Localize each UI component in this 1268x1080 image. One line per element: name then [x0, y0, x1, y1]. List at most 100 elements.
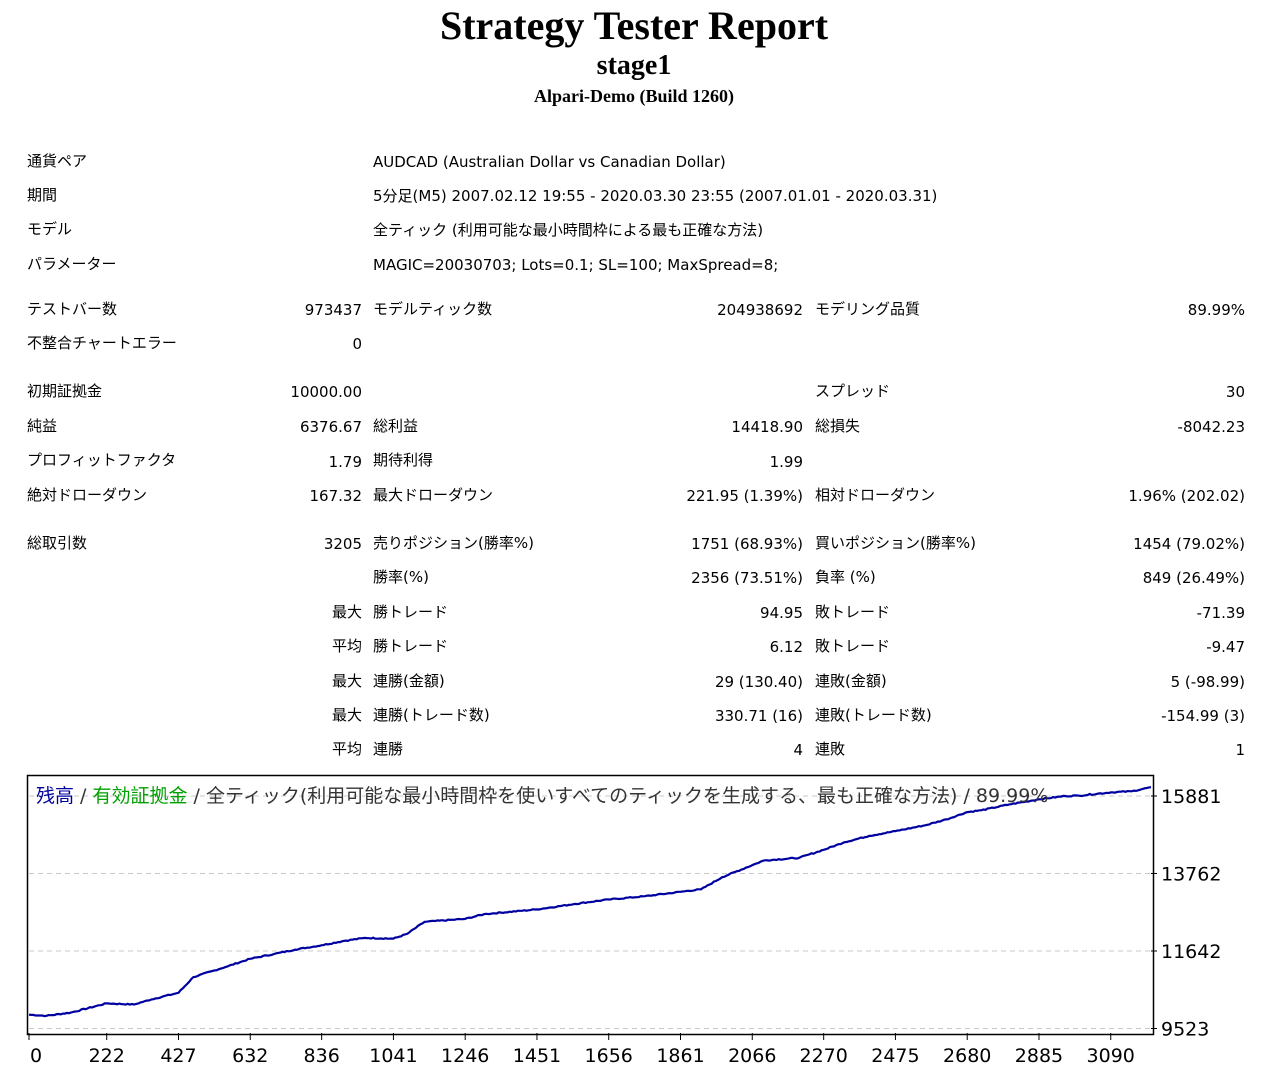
profit-factor-label: プロフィットファクタ: [27, 451, 177, 469]
x-tick-label: 1041: [369, 1045, 417, 1067]
x-tick-label: 2680: [943, 1045, 991, 1067]
cons-win-money-value: 29 (130.40): [714, 673, 803, 691]
avg-win-value: 6.12: [769, 638, 803, 656]
net-value: 6376.67: [299, 418, 362, 436]
total-trades-value: 3205: [323, 535, 362, 553]
y-tick-label: 9523: [1161, 1019, 1209, 1041]
balance-series-line: [28, 786, 1152, 1018]
bars-value: 973437: [304, 301, 362, 319]
errors-label: 不整合チャートエラー: [27, 334, 177, 352]
x-tick-label: 2475: [871, 1045, 919, 1067]
x-tick-label: 2885: [1015, 1045, 1063, 1067]
cons-loss-money-label: 連敗(金額): [815, 672, 887, 690]
symbol-value: AUDCAD (Australian Dollar vs Canadian Do…: [373, 153, 726, 171]
model-label: モデル: [27, 220, 73, 238]
x-tick-label: 427: [160, 1045, 196, 1067]
ticks-value: 204938692: [717, 301, 803, 319]
model-value: 全ティック (利用可能な最小時間枠による最も正確な方法): [373, 221, 764, 239]
max-cons-money-prefix: 最大: [331, 672, 362, 690]
errors-value: 0: [352, 335, 362, 353]
max-cons-count-prefix: 最大: [331, 706, 362, 724]
x-tick-label: 222: [89, 1045, 125, 1067]
x-tick-label: 836: [304, 1045, 340, 1067]
total-trades-label: 総取引数: [27, 534, 88, 552]
rel-drawdown-value: 1.96% (202.02): [1128, 487, 1245, 505]
ticks-label: モデルティック数: [373, 300, 493, 318]
params-label: パラメーター: [27, 255, 117, 273]
net-label: 純益: [27, 417, 58, 435]
abs-drawdown-label: 絶対ドローダウン: [27, 486, 148, 504]
quality-value: 89.99%: [1187, 301, 1245, 319]
cons-win-count-label: 連勝(トレード数): [373, 706, 490, 724]
plot-frame: [26, 774, 1155, 1036]
profit-factor-value: 1.79: [328, 453, 362, 471]
chart-model-text: / 全ティック(利用可能な最小時間枠を使いすべてのティックを生成する、最も正確な…: [188, 785, 1049, 807]
period-label: 期間: [27, 186, 58, 204]
bars-label: テストバー数: [27, 300, 118, 318]
cons-loss-count-value: -154.99 (3): [1161, 707, 1245, 725]
x-tick-label: 1861: [656, 1045, 704, 1067]
x-tick-label: 1246: [441, 1045, 489, 1067]
gross-profit-value: 14418.90: [731, 418, 803, 436]
deposit-label: 初期証拠金: [27, 382, 103, 400]
payoff-value: 1.99: [769, 453, 803, 471]
max-drawdown-label: 最大ドローダウン: [373, 486, 494, 504]
avg-cons-loss-label: 連敗: [815, 740, 846, 758]
short-positions-label: 売りポジション(勝率%): [373, 534, 534, 552]
spread-label: スプレッド: [815, 382, 891, 400]
cons-win-money-label: 連勝(金額): [373, 672, 445, 690]
abs-drawdown-value: 167.32: [309, 487, 363, 505]
balance-legend: 残高: [36, 785, 74, 807]
params-value: MAGIC=20030703; Lots=0.1; SL=100; MaxSpr…: [373, 256, 779, 274]
y-tick-label: 11642: [1161, 941, 1221, 963]
avg-cons-win-value: 4: [793, 741, 803, 759]
avg-cons-loss-value: 1: [1235, 741, 1245, 759]
win-rate-label: 勝率(%): [373, 568, 429, 586]
avg-loss-label: 敗トレード: [815, 637, 891, 655]
balance-chart: 0 222 427 632 836 1041 1246 1451 1656 1861 2066 227…: [26, 774, 1221, 1067]
gross-profit-label: 総利益: [373, 417, 419, 435]
rel-drawdown-label: 相対ドローダウン: [815, 486, 936, 504]
largest-loss-value: -71.39: [1196, 604, 1245, 622]
loss-rate-label: 負率 (%): [815, 568, 876, 586]
period-value: 5分足(M5) 2007.02.12 19:55 - 2020.03.30 23…: [373, 187, 938, 205]
y-tick-label: 13762: [1161, 863, 1221, 885]
x-tick-label: 2066: [728, 1045, 776, 1067]
x-tick-label: 1656: [585, 1045, 633, 1067]
cons-loss-money-value: 5 (-98.99): [1170, 673, 1245, 691]
cons-win-count-value: 330.71 (16): [714, 707, 803, 725]
gross-loss-label: 総損失: [815, 417, 861, 435]
avg-cons-prefix: 平均: [331, 740, 362, 758]
long-positions-label: 買いポジション(勝率%): [815, 534, 976, 552]
largest-prefix: 最大: [331, 603, 362, 621]
average-prefix: 平均: [331, 637, 362, 655]
avg-cons-win-label: 連勝: [373, 740, 404, 758]
avg-loss-value: -9.47: [1206, 638, 1245, 656]
equity-legend: 有効証拠金: [93, 785, 188, 807]
symbol-label: 通貨ペア: [27, 152, 88, 170]
short-positions-value: 1751 (68.93%): [691, 535, 803, 553]
x-tick-label: 632: [232, 1045, 268, 1067]
payoff-label: 期待利得: [373, 451, 434, 469]
quality-label: モデリング品質: [815, 300, 921, 318]
y-tick-label: 15881: [1161, 786, 1221, 808]
report-title: Strategy Tester Report: [439, 3, 829, 48]
x-tick-label: 3090: [1087, 1045, 1135, 1067]
deposit-value: 10000.00: [290, 383, 362, 401]
loss-rate-value: 849 (26.49%): [1142, 569, 1245, 587]
spread-value: 30: [1225, 383, 1245, 401]
avg-win-label: 勝トレード: [373, 637, 449, 655]
win-rate-value: 2356 (73.51%): [691, 569, 803, 587]
largest-win-value: 94.95: [760, 604, 803, 622]
largest-loss-label: 敗トレード: [815, 603, 891, 621]
x-tick-label: 1451: [513, 1045, 561, 1067]
gross-loss-value: -8042.23: [1177, 418, 1245, 436]
x-tick-label: 0: [30, 1045, 42, 1067]
largest-win-label: 勝トレード: [373, 603, 449, 621]
server-info: Alpari-Demo (Build 1260): [534, 86, 734, 106]
cons-loss-count-label: 連敗(トレード数): [815, 706, 932, 724]
chart-title: 残高 / 有効証拠金 / 全ティック(利用可能な最小時間枠を使いすべてのティック…: [36, 785, 1048, 807]
legend-separator: /: [74, 785, 92, 807]
max-drawdown-value: 221.95 (1.39%): [686, 487, 803, 505]
x-tick-label: 2270: [799, 1045, 847, 1067]
